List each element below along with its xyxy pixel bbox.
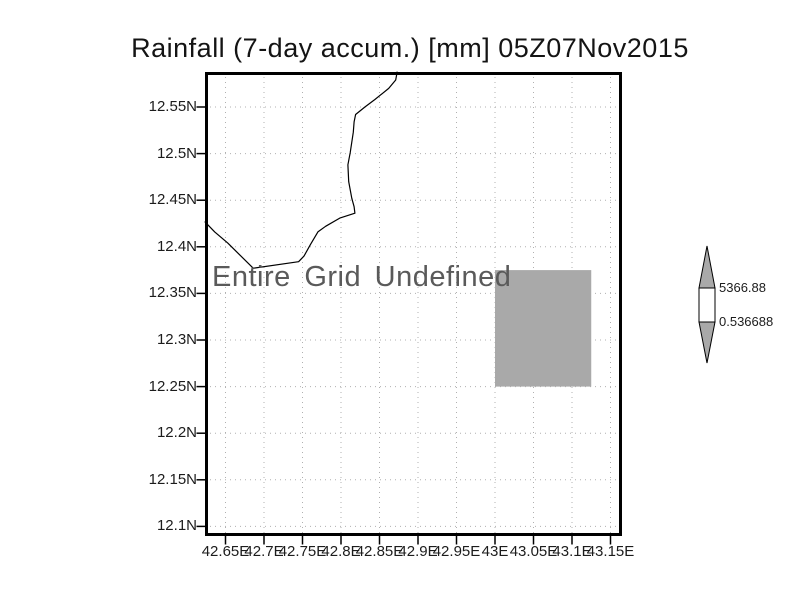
- coastline: [204, 71, 398, 269]
- plot-frame: [205, 72, 622, 536]
- y-axis-tick-label: 12.5N: [156, 144, 197, 162]
- y-axis-tick-label: 12.15N: [148, 470, 197, 488]
- x-axis-tick-label: 43.15E: [586, 543, 635, 560]
- plot-title: Rainfall (7-day accum.) [mm] 05Z07Nov201…: [131, 33, 689, 63]
- undefined-grid-annotation: Entire Grid Undefined: [212, 261, 512, 293]
- y-axis-tick-label: 12.55N: [148, 98, 197, 115]
- x-axis-tick-label: 42.8E: [321, 543, 361, 560]
- y-axis-tick-label: 12.4N: [156, 237, 197, 255]
- y-axis-tick-label: 12.45N: [148, 191, 197, 209]
- y-axis-tick-label: 12.1N: [156, 517, 197, 535]
- colorbar-min-label: 0.536688: [719, 314, 774, 329]
- x-axis-tick-label: 42.65E: [201, 543, 250, 560]
- y-axis-tick-label: 12.2N: [156, 424, 197, 442]
- x-axis-tick-label: 42.75E: [278, 543, 327, 560]
- y-axis-tick-label: 12.35N: [148, 284, 197, 302]
- colorbar-upper-arrow: [698, 245, 716, 289]
- y-axis-tick-label: 12.25N: [148, 377, 197, 395]
- colorbar-box: [698, 287, 716, 323]
- x-axis-tick-label: 42.7E: [244, 543, 284, 560]
- x-axis-tick-label: 42.9E: [398, 543, 438, 560]
- colorbar-max-label: 5366.88: [719, 280, 766, 295]
- x-axis-tick-label: 42.85E: [355, 543, 404, 560]
- undefined-region-cell: [495, 270, 592, 387]
- colorbar-lower-arrow: [698, 321, 716, 364]
- x-axis-tick-label: 43.05E: [509, 543, 558, 560]
- y-axis-tick-label: 12.3N: [156, 331, 197, 348]
- x-axis-tick-label: 43E: [481, 543, 509, 560]
- x-axis-tick-label: 42.95E: [432, 543, 481, 560]
- x-axis-tick-label: 43.1E: [552, 543, 592, 560]
